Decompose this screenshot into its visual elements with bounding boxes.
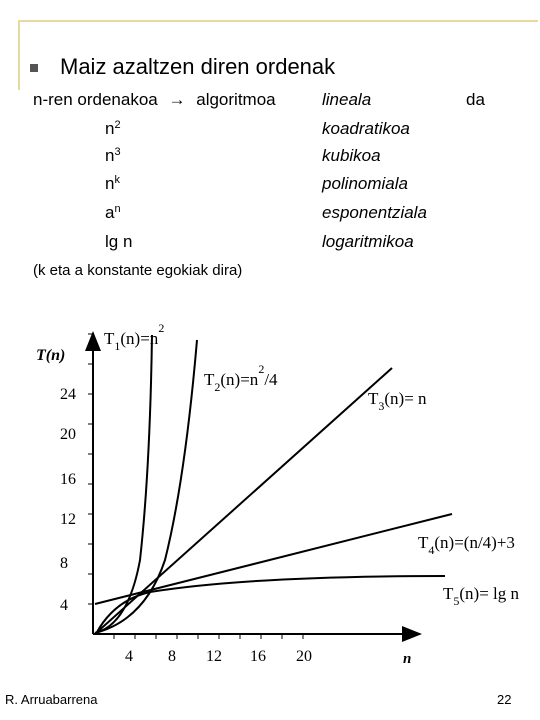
- order-expr-nk: nk: [105, 174, 120, 193]
- x-tick-label: 12: [206, 648, 222, 665]
- order-name-polynomial: polinomiala: [322, 174, 408, 193]
- y-axis-label: T(n): [36, 347, 65, 364]
- order-expr-an: an: [105, 203, 121, 222]
- y-tick-label: 4: [60, 597, 68, 614]
- series-label-t3: T3(n)= n: [368, 389, 427, 413]
- slide-frame-left: [18, 20, 20, 90]
- series-t4-line: [94, 513, 453, 605]
- series-t1-line: [94, 334, 153, 634]
- y-tick-label: 8: [60, 555, 68, 572]
- arrow-icon: →: [168, 90, 186, 109]
- y-tick-label: 20: [60, 426, 76, 443]
- series-label-t5: T5(n)= lg n: [443, 584, 520, 608]
- order-name-quadratic: koadratikoa: [322, 119, 410, 138]
- page-number: 22: [497, 692, 512, 707]
- orders-intro: n-ren ordenakoa: [33, 90, 158, 109]
- x-tick-label: 4: [125, 648, 133, 665]
- order-name-cubic: kubikoa: [322, 146, 381, 165]
- order-expr-n2: n2: [105, 119, 121, 138]
- order-name-logarithmic: logaritmikoa: [322, 232, 414, 251]
- orders-suffix: da: [466, 90, 485, 109]
- x-axis-label: n: [403, 651, 411, 667]
- orders-intro-line: n-ren ordenakoa → algoritmoa: [33, 90, 276, 110]
- series-t5-line: [96, 575, 446, 633]
- order-name-exponential: esponentziala: [322, 203, 427, 222]
- order-name-linear: lineala: [322, 90, 372, 109]
- y-tick-label: 16: [60, 471, 76, 488]
- series-label-t2: T2(n)=n2/4: [204, 362, 278, 394]
- y-tick-label: 24: [60, 386, 76, 403]
- slide-title: Maiz azaltzen diren ordenak: [60, 54, 336, 79]
- x-tick-label: 16: [250, 648, 266, 665]
- series-label-t1: T1(n)=n2: [104, 321, 164, 353]
- algo-word: algoritmoa: [196, 90, 276, 109]
- footer-author: R. Arruabarrena: [5, 692, 98, 707]
- x-tick-label: 20: [296, 648, 312, 665]
- series-t3-line: [94, 367, 393, 635]
- series-t2-line: [94, 339, 198, 634]
- square-bullet-icon: [30, 64, 38, 72]
- constants-note: (k eta a konstante egokiak dira): [33, 262, 243, 279]
- order-expr-n3: n3: [105, 146, 121, 165]
- series-label-t4: T4(n)=(n/4)+3: [418, 533, 515, 557]
- x-tick-label: 8: [168, 648, 176, 665]
- slide-frame-top: [18, 20, 538, 22]
- y-tick-label: 12: [60, 511, 76, 528]
- order-expr-lgn: lg n: [105, 232, 133, 251]
